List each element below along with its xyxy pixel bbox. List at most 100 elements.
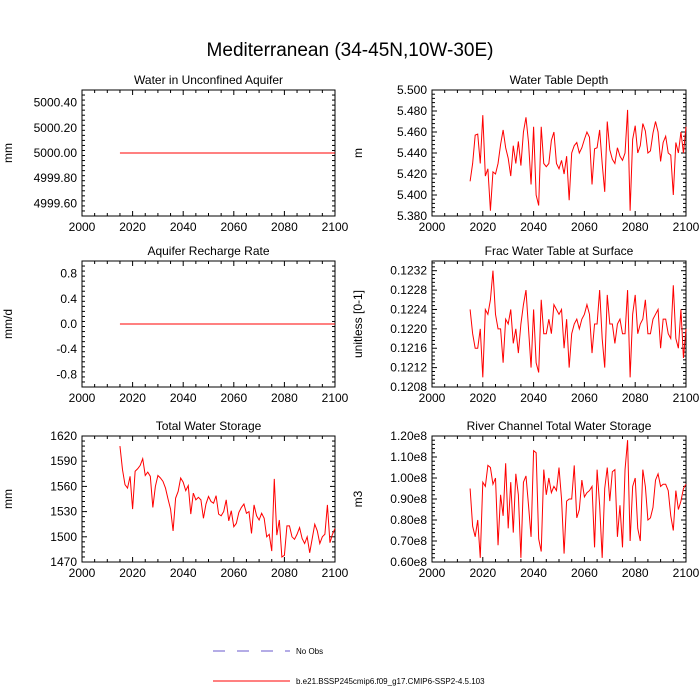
- plot-frame: [431, 435, 687, 563]
- x-tick-label: 2000: [419, 391, 446, 405]
- y-tick-label: 0.90e8: [390, 492, 427, 506]
- x-tick-label: 2040: [170, 220, 197, 234]
- x-tick-label: 2060: [220, 566, 247, 580]
- x-tick-label: 2020: [119, 391, 146, 405]
- x-tick-label: 2000: [69, 566, 96, 580]
- x-tick-label: 2080: [622, 391, 649, 405]
- x-tick-label: 2000: [419, 220, 446, 234]
- y-tick-label: 0.1228: [390, 283, 427, 297]
- y-tick-label: 5.380: [397, 209, 427, 223]
- plot-frame: [431, 260, 687, 388]
- x-tick-label: 2100: [322, 391, 349, 405]
- y-tick-label: -0.8: [56, 367, 77, 381]
- y-tick-label: 1620: [50, 429, 77, 443]
- x-tick-label: 2080: [271, 220, 298, 234]
- panel-title: Aquifer Recharge Rate: [147, 244, 269, 258]
- y-tick-label: 1530: [50, 505, 77, 519]
- y-axis-label: mm/d: [1, 309, 15, 339]
- x-tick-label: 2080: [622, 220, 649, 234]
- y-tick-label: 4999.60: [34, 196, 78, 210]
- y-tick-label: 0.1232: [390, 264, 427, 278]
- panel-5: Total Water Storage mm 2000 2020 2040 2060 208…: [1, 419, 349, 580]
- panel-title: Total Water Storage: [156, 419, 262, 433]
- y-tick-label: 0.1212: [390, 361, 427, 375]
- y-tick-label: 0.70e8: [390, 534, 427, 548]
- x-tick-label: 2020: [119, 566, 146, 580]
- y-tick-label: 1470: [50, 555, 77, 569]
- x-tick-label: 2040: [170, 566, 197, 580]
- y-tick-label: 5.500: [397, 83, 427, 97]
- y-axis-label: mm: [1, 489, 15, 509]
- y-tick-label: 4999.80: [34, 171, 78, 185]
- x-tick-label: 2060: [220, 220, 247, 234]
- x-tick-label: 2060: [220, 391, 247, 405]
- y-tick-label: 5.480: [397, 104, 427, 118]
- x-tick-label: 2040: [170, 391, 197, 405]
- x-tick-label: 2040: [520, 220, 547, 234]
- panel-2: Water Table Depth m 2000 2020 2040 2060 2080 21…: [351, 73, 700, 234]
- y-tick-label: 0.1208: [390, 380, 427, 394]
- series-line: [469, 109, 687, 211]
- y-axis-label: m3: [351, 490, 365, 507]
- panel-title: Frac Water Table at Surface: [485, 244, 634, 258]
- x-tick-label: 2100: [673, 220, 700, 234]
- series-line: [469, 270, 687, 378]
- x-tick-label: 2020: [119, 220, 146, 234]
- x-tick-label: 2060: [571, 566, 598, 580]
- y-tick-label: 1590: [50, 454, 77, 468]
- x-tick-label: 2000: [69, 391, 96, 405]
- y-tick-label: 0.1224: [390, 302, 427, 316]
- y-tick-label: 0.1216: [390, 341, 427, 355]
- x-tick-label: 2080: [271, 391, 298, 405]
- y-tick-label: 1560: [50, 479, 77, 493]
- legend-label-model: b.e21.BSSP245cmip6.f09_g17.CMIP6-SSP2-4.…: [296, 677, 485, 686]
- y-tick-label: 1.00e8: [390, 471, 427, 485]
- x-tick-label: 2020: [469, 391, 496, 405]
- y-tick-label: -0.4: [56, 342, 77, 356]
- legend: No Obs b.e21.BSSP245cmip6.f09_g17.CMIP6-…: [213, 647, 485, 686]
- x-tick-label: 2100: [673, 391, 700, 405]
- y-tick-label: 0.1220: [390, 322, 427, 336]
- x-tick-label: 2040: [520, 391, 547, 405]
- x-tick-label: 2020: [469, 566, 496, 580]
- y-tick-label: 5.460: [397, 125, 427, 139]
- y-tick-label: 1.10e8: [390, 450, 427, 464]
- x-tick-label: 2080: [622, 566, 649, 580]
- x-tick-label: 2080: [271, 566, 298, 580]
- x-tick-label: 2060: [571, 220, 598, 234]
- panel-1: Water in Unconfined Aquifer mm 2000 2020 204…: [1, 73, 349, 234]
- figure-title: Mediterranean (34-45N,10W-30E): [207, 40, 494, 61]
- panel-title: Water Table Depth: [510, 73, 609, 87]
- x-tick-label: 2000: [69, 220, 96, 234]
- panel-4: Frac Water Table at Surface unitless [0-1…: [351, 244, 700, 405]
- series-line: [119, 446, 336, 558]
- x-tick-label: 2020: [469, 220, 496, 234]
- y-tick-label: 5.400: [397, 188, 427, 202]
- x-tick-label: 2100: [673, 566, 700, 580]
- y-tick-label: 5000.00: [34, 146, 78, 160]
- y-tick-label: 5000.40: [34, 96, 78, 110]
- y-axis-label: m: [351, 148, 365, 158]
- x-tick-label: 2040: [520, 566, 547, 580]
- x-tick-label: 2100: [322, 220, 349, 234]
- legend-label-no-obs: No Obs: [296, 647, 323, 656]
- y-axis-label: unitless [0-1]: [351, 290, 365, 358]
- y-tick-label: 5.420: [397, 167, 427, 181]
- plot-frame: [81, 435, 336, 563]
- panel-3: Aquifer Recharge Rate mm/d 2000 2020 2040 206…: [1, 244, 349, 405]
- panel-title: Water in Unconfined Aquifer: [134, 73, 283, 87]
- y-tick-label: 0.80e8: [390, 513, 427, 527]
- y-tick-label: 1.20e8: [390, 429, 427, 443]
- y-tick-label: 5000.20: [34, 121, 78, 135]
- y-tick-label: 0.4: [60, 292, 77, 306]
- y-tick-label: 1500: [50, 530, 77, 544]
- x-tick-label: 2000: [419, 566, 446, 580]
- x-tick-label: 2100: [322, 566, 349, 580]
- y-tick-label: 0.8: [60, 267, 77, 281]
- y-tick-label: 0.60e8: [390, 555, 427, 569]
- y-axis-label: mm: [1, 143, 15, 163]
- series-line: [469, 440, 687, 558]
- y-tick-label: 0.0: [60, 317, 77, 331]
- panel-title: River Channel Total Water Storage: [467, 419, 652, 433]
